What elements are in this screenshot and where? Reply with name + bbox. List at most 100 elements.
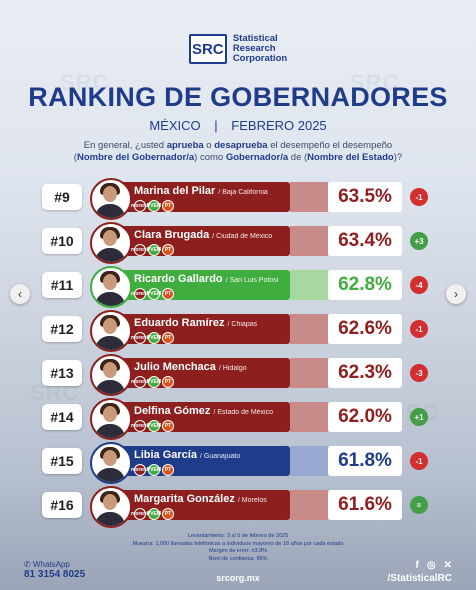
party-logos: morena PVEM PT	[131, 464, 174, 476]
party-logo-icon: PVEM	[147, 508, 161, 520]
party-logo-icon: PVEM	[147, 420, 161, 432]
state-name: / Guanajuato	[200, 453, 241, 460]
whatsapp-contact[interactable]: ✆ WhatsApp 81 3154 8025	[24, 560, 86, 580]
approval-percentage: 62.0%	[328, 402, 402, 432]
rank-badge: #9	[42, 184, 82, 210]
separator: |	[214, 118, 218, 133]
governor-avatar	[90, 398, 132, 440]
bar-fill	[290, 226, 328, 256]
governor-avatar	[90, 222, 132, 264]
bar-fill	[290, 446, 328, 476]
ranking-row: #9 Marina del Pilar / Baja California mo…	[0, 178, 476, 220]
party-logos: morena PVEM PT	[131, 332, 174, 344]
party-logo-icon: morena	[131, 332, 149, 344]
governor-name: Marina del Pilar / Baja California	[134, 185, 268, 197]
governor-avatar	[90, 178, 132, 220]
state-name: / Estado de México	[213, 409, 273, 416]
party-logo-icon: PT	[162, 420, 174, 432]
party-logo-icon: PVEM	[147, 464, 161, 476]
brand-name: Statistical Research Corporation	[232, 33, 288, 64]
party-logo-icon: PVEM	[147, 332, 161, 344]
party-logo-icon: PT	[162, 200, 174, 212]
party-logo-icon: PVEM	[147, 244, 161, 256]
social-links: f ◎ ✕ /StatisticalRC	[388, 560, 452, 584]
watermark: SRC	[60, 70, 110, 95]
party-logo-icon: morena	[131, 508, 149, 520]
party-logo-icon: PT	[162, 376, 174, 388]
next-arrow-button[interactable]: ›	[446, 284, 466, 304]
state-name: / Ciudad de México	[212, 233, 273, 240]
facebook-icon[interactable]: f	[415, 560, 419, 571]
methodology: Levantamiento: 3 al 5 de febrero de 2025…	[132, 533, 344, 562]
rank-badge: #16	[42, 492, 82, 518]
governor-avatar	[90, 442, 132, 484]
governor-avatar	[90, 354, 132, 396]
party-logo-icon: PVEM	[147, 200, 161, 212]
subtitle: MÉXICO | FEBRERO 2025	[0, 118, 476, 133]
party-logo-icon: PT	[162, 508, 174, 520]
party-logo-icon: PT	[162, 332, 174, 344]
instagram-icon[interactable]: ◎	[426, 560, 436, 571]
rank-badge: #13	[42, 360, 82, 386]
party-logo-icon: PVEM	[147, 376, 161, 388]
rank-badge: #11	[42, 272, 82, 298]
governor-name: Ricardo Gallardo / San Luis Potosí	[134, 273, 279, 285]
governor-name: Clara Brugada / Ciudad de México	[134, 229, 273, 241]
website-link[interactable]: srcorg.mx	[216, 573, 260, 583]
party-logos: morena PVEM PT	[131, 376, 174, 388]
state-name: / Morelos	[237, 497, 267, 504]
approval-percentage: 62.3%	[328, 358, 402, 388]
approval-percentage: 63.4%	[328, 226, 402, 256]
rank-badge: #10	[42, 228, 82, 254]
rank-change-badge: =	[410, 496, 428, 514]
party-logo-icon: morena	[131, 288, 149, 300]
survey-question: En general, ¿usted aprueba o desaprueba …	[73, 140, 403, 163]
bar-fill	[290, 358, 328, 388]
governor-avatar	[90, 310, 132, 352]
state-name: / Baja California	[218, 189, 268, 196]
bar-fill	[290, 490, 328, 520]
social-handle[interactable]: /StatisticalRC	[387, 573, 452, 584]
watermark: SRC	[350, 70, 400, 95]
state-name: / Hidalgo	[218, 365, 247, 372]
rank-change-badge: +3	[410, 232, 428, 250]
country: MÉXICO	[149, 118, 201, 133]
governor-name: Delfina Gómez / Estado de México	[134, 405, 273, 417]
ranking-row: #11 Ricardo Gallardo / San Luis Potosí m…	[0, 266, 476, 308]
rank-change-badge: -1	[410, 188, 428, 206]
page-title: RANKING DE GOBERNADORES	[28, 82, 448, 112]
brand-header: SRC Statistical Research Corporation	[0, 34, 476, 64]
x-icon[interactable]: ✕	[443, 560, 452, 571]
party-logo-icon: morena	[131, 376, 149, 388]
rank-change-badge: -4	[410, 276, 428, 294]
governor-name: Julio Menchaca / Hidalgo	[134, 361, 247, 373]
bar-fill	[290, 314, 328, 344]
ranking-row: #13 Julio Menchaca / Hidalgo morena PVEM P…	[0, 354, 476, 396]
party-logo-icon: morena	[131, 244, 149, 256]
ranking-row: #10 Clara Brugada / Ciudad de México mor…	[0, 222, 476, 264]
ranking-row: #14 Delfina Gómez / Estado de México mor…	[0, 398, 476, 440]
bar-fill	[290, 270, 328, 300]
party-logos: morena PVEM PT	[131, 200, 174, 212]
party-logo-icon: PVEM	[147, 288, 161, 300]
governor-avatar	[90, 486, 132, 528]
rank-badge: #14	[42, 404, 82, 430]
governor-name: Eduardo Ramírez / Chiapas	[134, 317, 258, 329]
ranking-row: #15 Libia García / Guanajuato morena PVEM…	[0, 442, 476, 484]
governor-name: Libia García / Guanajuato	[134, 449, 241, 461]
ranking-row: #16 Margarita González / Morelos morena P…	[0, 486, 476, 528]
party-logo-icon: PT	[162, 288, 174, 300]
bar-fill	[290, 182, 328, 212]
rank-change-badge: -1	[410, 452, 428, 470]
rank-badge: #12	[42, 316, 82, 342]
party-logo-icon: morena	[131, 420, 149, 432]
party-logos: morena PVEM PT	[131, 420, 174, 432]
prev-arrow-button[interactable]: ‹	[10, 284, 30, 304]
bar-fill	[290, 402, 328, 432]
whatsapp-icon: ✆	[24, 560, 31, 569]
ranking-row: #12 Eduardo Ramírez / Chiapas morena PVEM…	[0, 310, 476, 352]
date: FEBRERO 2025	[231, 118, 327, 133]
rank-change-badge: +1	[410, 408, 428, 426]
party-logos: morena PVEM PT	[131, 508, 174, 520]
